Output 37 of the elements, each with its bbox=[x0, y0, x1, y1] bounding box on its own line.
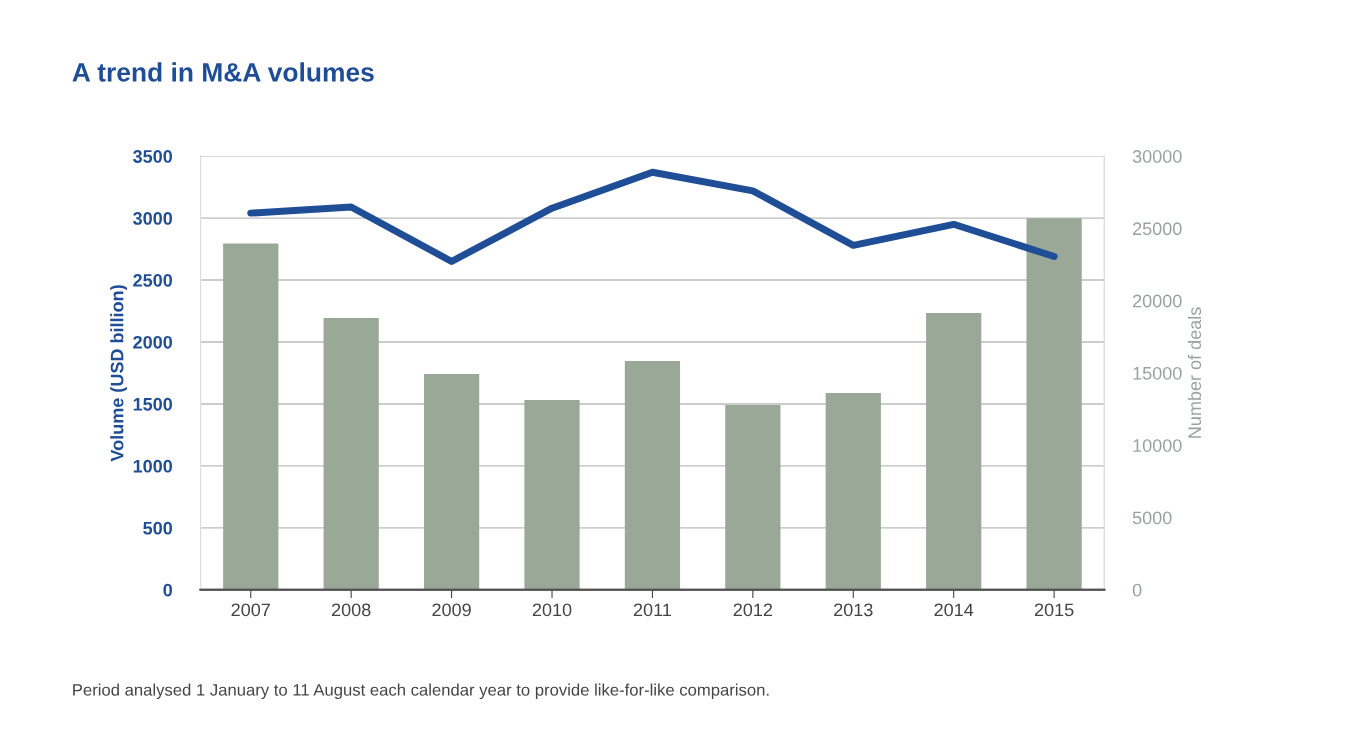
chart-title: A trend in M&A volumes bbox=[72, 62, 374, 82]
y2-tick-label: 15000 bbox=[1133, 366, 1182, 380]
x-tick-label: 2014 bbox=[934, 603, 974, 617]
x-tick-label: 2013 bbox=[834, 603, 873, 617]
x-tick-label: 2015 bbox=[1034, 603, 1074, 617]
y-tick-label: 3500 bbox=[133, 150, 173, 163]
y2-axis-title: Number of deals bbox=[1187, 307, 1202, 438]
y2-tick-label: 25000 bbox=[1133, 222, 1182, 236]
x-tick-label: 2011 bbox=[633, 603, 671, 617]
bar bbox=[223, 243, 279, 590]
y2-tick-label: 0 bbox=[1132, 583, 1142, 597]
x-tick-label: 2007 bbox=[231, 603, 270, 617]
bar bbox=[1026, 218, 1082, 590]
bar bbox=[926, 312, 982, 590]
y2-tick-label: 30000 bbox=[1132, 150, 1182, 163]
y2-tick-label: 5000 bbox=[1132, 511, 1172, 525]
y-axis-title: Volume (USD billion) bbox=[110, 285, 128, 462]
bar bbox=[423, 373, 480, 590]
y-tick-label: 3000 bbox=[133, 212, 173, 225]
y2-tick-label: 10000 bbox=[1133, 439, 1182, 452]
bar bbox=[825, 392, 881, 590]
bar bbox=[323, 318, 379, 590]
bar bbox=[624, 360, 681, 590]
x-tick-label: 2012 bbox=[733, 603, 773, 617]
x-tick-label: 2008 bbox=[332, 603, 371, 617]
x-tick-label: 2010 bbox=[532, 603, 572, 617]
y-tick-label: 2000 bbox=[133, 335, 173, 349]
x-tick-label: 2009 bbox=[432, 603, 471, 617]
y-tick-label: 0 bbox=[163, 583, 173, 597]
y-tick-label: 1000 bbox=[133, 459, 173, 473]
y-tick-label: 1500 bbox=[133, 397, 173, 411]
y-tick-label: 500 bbox=[143, 521, 173, 535]
bar bbox=[725, 404, 781, 590]
bar bbox=[524, 399, 580, 590]
y-tick-label: 2500 bbox=[133, 273, 173, 287]
text: Period analysed 1 January to 11 August each calendar year to provide like-for-like comparison. bbox=[73, 683, 769, 700]
y2-tick-label: 20000 bbox=[1133, 294, 1182, 308]
